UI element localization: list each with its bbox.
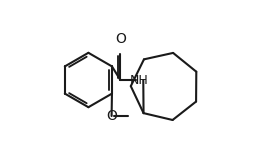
Text: O: O bbox=[106, 109, 117, 123]
Text: NH: NH bbox=[130, 73, 149, 87]
Text: O: O bbox=[115, 32, 126, 46]
